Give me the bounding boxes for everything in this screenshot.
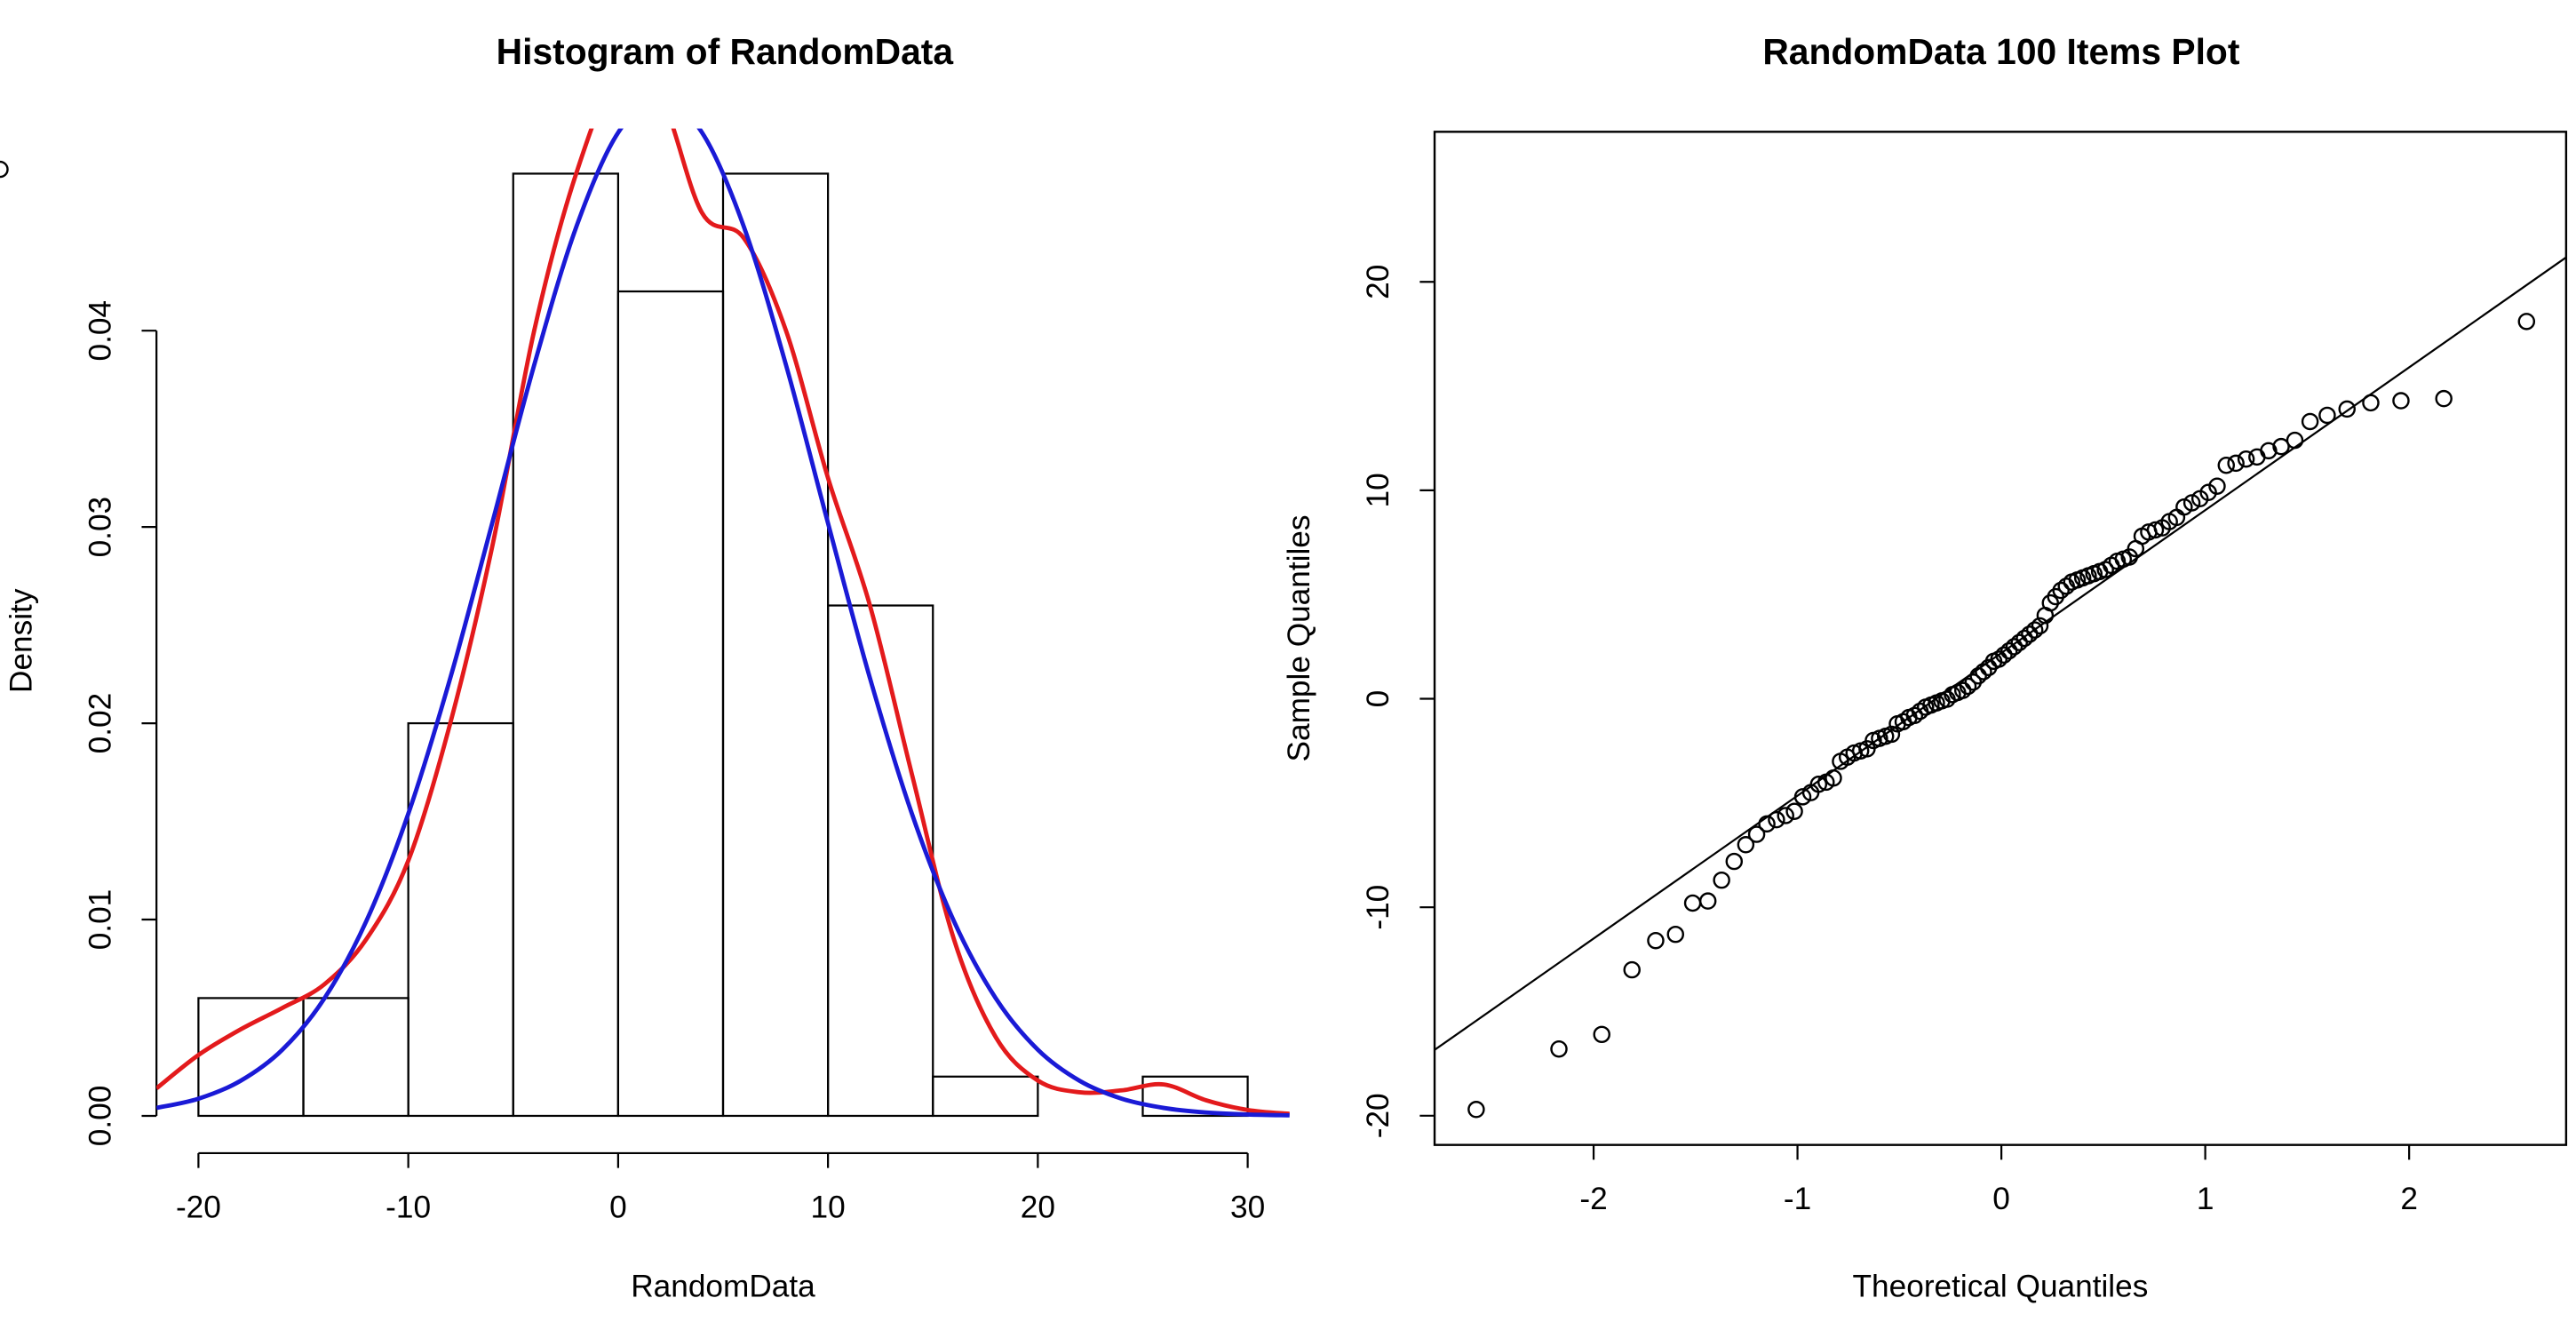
qq-point — [2010, 633, 2028, 651]
qq-point — [0, 160, 9, 179]
qq-point — [2000, 641, 2018, 660]
x-tick-label: 20 — [1021, 1190, 1055, 1224]
qq-point — [1647, 931, 1665, 950]
histogram-bar — [1141, 1075, 1249, 1118]
x-axis-title: RandomData — [631, 1269, 815, 1303]
qq-point — [1953, 681, 1972, 699]
chart-title: RandomData 100 Items Plot — [1762, 31, 2240, 72]
y-tick-label: 0 — [1361, 690, 1395, 708]
histogram-bar — [932, 1075, 1039, 1118]
histogram-bar — [302, 997, 409, 1118]
x-tick-label: 10 — [811, 1190, 846, 1224]
x-tick-label: 1 — [2197, 1182, 2214, 1216]
y-tick-label: 0.01 — [83, 889, 117, 951]
qq-point — [1990, 650, 2008, 668]
histogram-bar — [721, 172, 830, 1118]
qq-point — [2318, 406, 2336, 425]
qq-point — [2260, 442, 2278, 460]
qq-point — [2031, 617, 2049, 635]
qq-point — [2248, 448, 2266, 466]
qq-point — [2362, 394, 2380, 412]
qq-point — [2052, 581, 2070, 600]
histogram-bar — [827, 604, 934, 1118]
qq-point — [1713, 871, 1730, 889]
qq-point — [2015, 629, 2033, 648]
qq-point — [1550, 1040, 1568, 1058]
qq-point — [1623, 960, 1641, 979]
x-tick-label: 0 — [609, 1190, 627, 1224]
histogram-bar — [197, 997, 305, 1118]
qq-point — [2146, 521, 2165, 539]
qq-point — [1777, 807, 1794, 824]
qq-point — [2301, 412, 2319, 431]
y-tick-label: -10 — [1361, 885, 1395, 930]
qq-point — [1768, 810, 1785, 829]
x-tick-label: 30 — [1230, 1190, 1265, 1224]
x-tick-label: -10 — [386, 1190, 431, 1224]
x-tick-label: -2 — [1579, 1182, 1607, 1216]
qq-point — [2272, 437, 2290, 456]
qq-point — [1882, 725, 1901, 744]
x-axis-title: Theoretical Quantiles — [1853, 1269, 2149, 1303]
qq-point — [1995, 646, 2013, 665]
qq-point — [1683, 894, 1702, 912]
y-tick-label: 10 — [1361, 473, 1395, 507]
qq-point — [2286, 431, 2304, 450]
y-tick-label: 0.00 — [83, 1086, 117, 1147]
qq-point — [1975, 663, 1992, 681]
qq-point — [1969, 667, 1987, 685]
qq-point — [1959, 677, 1977, 696]
qq-line — [1435, 256, 2566, 1051]
qq-point — [2517, 313, 2536, 330]
qq-point — [2217, 457, 2236, 474]
histogram-bar — [407, 721, 514, 1118]
qq-point — [2392, 392, 2410, 410]
qq-point — [1905, 706, 1924, 725]
density-curve — [156, 128, 1290, 1117]
y-tick-label: 0.04 — [83, 300, 117, 362]
qq-point — [1725, 852, 1744, 871]
histogram-bar — [512, 172, 619, 1118]
qq-point — [1747, 825, 1766, 843]
qq-point — [1593, 1025, 1610, 1044]
y-tick-label: 0.02 — [83, 693, 117, 754]
x-tick-label: 0 — [1992, 1182, 2010, 1216]
qq-point — [1666, 925, 1685, 944]
qq-point — [2182, 494, 2201, 512]
qq-point — [1825, 769, 1842, 787]
qq-point — [2208, 477, 2226, 495]
qq-point — [1785, 802, 1803, 820]
x-tick-label: -20 — [176, 1190, 221, 1224]
qq-point — [2025, 621, 2044, 639]
qq-point — [2005, 638, 2023, 656]
y-tick-label: -20 — [1361, 1093, 1395, 1138]
qq-point — [1467, 1101, 1485, 1119]
qq-point — [1758, 815, 1776, 833]
histogram-bar — [616, 290, 725, 1118]
plot-frame — [1433, 131, 2568, 1146]
x-tick-label: -1 — [1784, 1182, 1811, 1216]
density-curve — [156, 128, 1290, 1118]
qq-point — [2199, 483, 2217, 501]
qq-point — [2237, 450, 2255, 468]
qq-point — [2227, 454, 2245, 473]
qq-point — [2021, 625, 2039, 643]
x-tick-label: 2 — [2400, 1182, 2418, 1216]
y-axis-title: Sample Quantiles — [1282, 515, 1316, 762]
qq-point — [2338, 400, 2356, 418]
qq-point — [1737, 836, 1755, 854]
qq-point — [1793, 788, 1812, 806]
chart-title: Histogram of RandomData — [497, 31, 954, 72]
y-axis-title: Density — [4, 588, 38, 693]
y-tick-label: 20 — [1361, 265, 1395, 299]
y-tick-label: 0.03 — [83, 497, 117, 558]
qq-point — [1809, 776, 1828, 793]
qq-point — [1698, 892, 1717, 910]
qq-point — [2435, 389, 2453, 408]
